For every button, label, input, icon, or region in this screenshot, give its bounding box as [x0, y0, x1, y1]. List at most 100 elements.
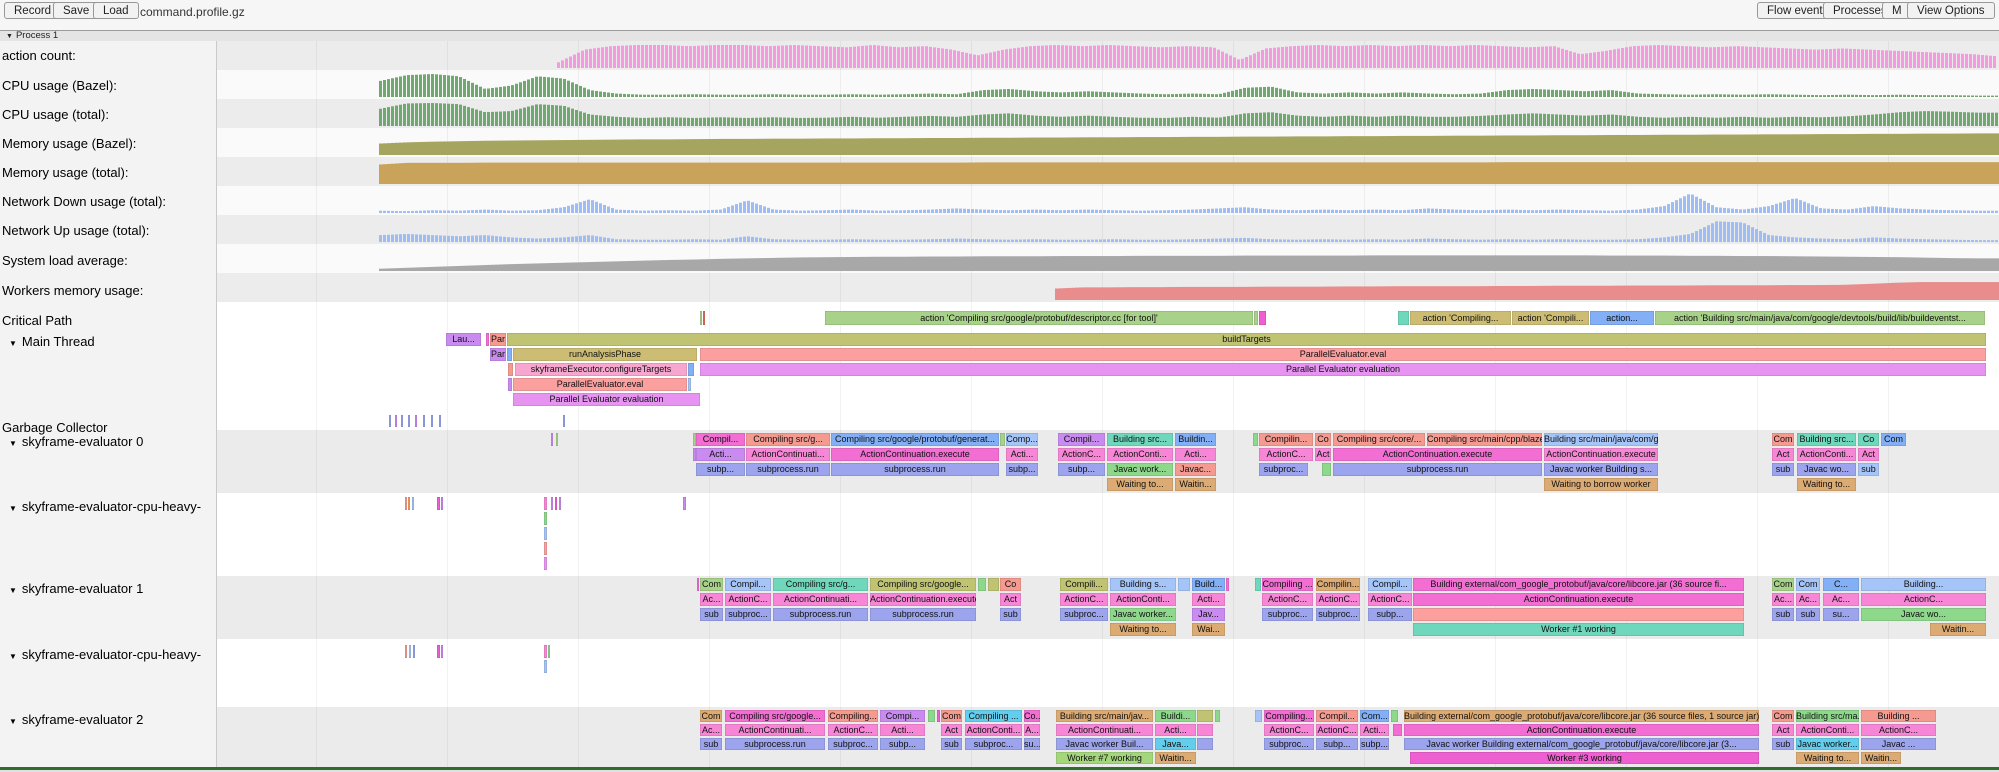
trace-block[interactable]: subproc... [725, 608, 771, 621]
trace-block[interactable]: ParallelEvaluator.eval [700, 348, 1986, 361]
trace-block[interactable]: sub [1772, 738, 1794, 750]
metrics-button[interactable]: M [1882, 2, 1912, 19]
trace-block[interactable] [688, 378, 691, 391]
trace-block[interactable] [555, 497, 557, 510]
trace-block[interactable] [693, 433, 696, 446]
trace-block[interactable]: Waiting to... [1797, 478, 1856, 491]
trace-block[interactable]: ActionC... [1262, 593, 1313, 606]
trace-block[interactable] [408, 497, 410, 510]
trace-block[interactable]: Com [1772, 710, 1794, 722]
trace-block[interactable]: Co [1000, 578, 1021, 591]
trace-block[interactable]: Co [1315, 433, 1331, 446]
trace-block[interactable]: subprocess.run [831, 463, 999, 476]
trace-block[interactable]: ActionC... [1264, 724, 1314, 736]
trace-block[interactable]: ActionContinuati... [1056, 724, 1153, 736]
trace-block[interactable] [559, 497, 561, 510]
trace-block[interactable]: ActionContinuati... [725, 724, 825, 736]
trace-block[interactable]: Waitin... [1930, 623, 1986, 636]
trace-block[interactable]: Compilin... [1259, 433, 1313, 446]
trace-block[interactable] [413, 645, 415, 658]
trace-block[interactable]: ActionC... [725, 593, 771, 606]
trace-block[interactable]: subprocess.run [870, 608, 976, 621]
trace-block[interactable]: Acti... [1175, 448, 1216, 461]
trace-block[interactable]: Worker #7 working [1056, 752, 1153, 764]
counter-chart-memory-usage-bazel[interactable] [217, 128, 1999, 157]
thread-label-skyframe-evaluator-2[interactable]: ▼ skyframe-evaluator 2 [2, 712, 143, 727]
trace-block[interactable]: Com [1796, 578, 1820, 591]
trace-block[interactable]: sub [700, 738, 722, 750]
trace-block[interactable]: sub [941, 738, 962, 750]
trace-block[interactable]: Com [1772, 433, 1794, 446]
trace-block[interactable]: Javac worker... [1110, 608, 1176, 621]
trace-block[interactable]: Acti... [1006, 448, 1038, 461]
thread-label-skyframe-evaluator-0[interactable]: ▼ skyframe-evaluator 0 [2, 434, 143, 449]
trace-block[interactable]: Waiting to... [1796, 752, 1859, 764]
trace-block[interactable]: Compil... [696, 433, 745, 446]
trace-block[interactable]: Par [490, 333, 506, 346]
trace-block[interactable]: Compil... [725, 578, 771, 591]
trace-block[interactable]: subp... [1360, 738, 1389, 750]
trace-block[interactable]: Com... [1360, 710, 1389, 722]
trace-block[interactable]: sub [1772, 608, 1794, 621]
trace-block[interactable] [1226, 578, 1229, 591]
trace-block[interactable]: subproc... [1262, 608, 1313, 621]
trace-block[interactable]: subp... [1368, 608, 1412, 621]
trace-block[interactable] [544, 557, 547, 570]
trace-block[interactable]: Comp... [1006, 433, 1038, 446]
trace-block[interactable]: subprocess.run [1333, 463, 1542, 476]
trace-block[interactable]: Javac worker... [1796, 738, 1859, 750]
trace-block[interactable]: Building external/com_google_protobuf/ja… [1413, 578, 1744, 591]
trace-block[interactable]: Building... [1861, 578, 1986, 591]
trace-block[interactable]: skyframeExecutor.configureTargets [515, 363, 687, 376]
trace-block[interactable]: Co [1858, 433, 1879, 446]
trace-block[interactable] [395, 415, 397, 427]
trace-block[interactable]: Ac... [1796, 593, 1820, 606]
trace-block[interactable] [928, 710, 935, 722]
counter-chart-cpu-usage-total[interactable] [217, 99, 1999, 128]
trace-block[interactable]: Compilin... [1316, 578, 1360, 591]
trace-block[interactable]: Compiling src/google/protobuf/generat... [831, 433, 999, 446]
trace-block[interactable]: ActionConti... [1796, 724, 1859, 736]
trace-block[interactable] [544, 660, 547, 673]
thread-label-skyframe-evaluator-cpu-heavy-1[interactable]: ▼ skyframe-evaluator-cpu-heavy- [2, 499, 201, 514]
trace-block[interactable] [389, 415, 391, 427]
trace-block[interactable]: Building src/ma... [1796, 710, 1859, 722]
trace-block[interactable] [423, 415, 425, 427]
trace-block[interactable]: Javac... [1175, 463, 1216, 476]
trace-block[interactable]: ActionC... [1316, 593, 1360, 606]
trace-block[interactable]: Acti... [1192, 593, 1225, 606]
trace-block[interactable] [1253, 433, 1258, 446]
trace-block[interactable]: Act [1000, 593, 1021, 606]
trace-block[interactable]: buildTargets [507, 333, 1986, 346]
trace-block[interactable]: sub [1858, 463, 1879, 476]
trace-block[interactable] [431, 415, 433, 427]
processes-button[interactable]: Processes [1823, 2, 1897, 19]
thread-label-skyframe-evaluator-1[interactable]: ▼ skyframe-evaluator 1 [2, 581, 143, 596]
trace-block[interactable]: Compiling src/google... [725, 710, 825, 722]
trace-block[interactable]: Building src... [1797, 433, 1856, 446]
trace-block[interactable]: Javac ... [1861, 738, 1936, 750]
trace-block[interactable]: Compil... [1316, 710, 1358, 722]
trace-block[interactable] [1391, 710, 1398, 722]
trace-block[interactable]: Java... [1155, 738, 1196, 750]
trace-block[interactable]: Buildi... [1155, 710, 1196, 722]
trace-block[interactable]: Building external/com_google_protobuf/ja… [1404, 710, 1759, 722]
trace-block[interactable]: subproc... [1316, 608, 1360, 621]
trace-block[interactable]: Ac... [1772, 593, 1794, 606]
trace-block[interactable] [978, 578, 986, 591]
trace-block[interactable]: Building ... [1861, 710, 1936, 722]
trace-block[interactable]: Acti... [1155, 724, 1196, 736]
trace-block[interactable]: ActionConti... [1107, 448, 1173, 461]
trace-block[interactable]: ActionContinuati... [773, 593, 868, 606]
trace-block[interactable]: subproc... [1264, 738, 1314, 750]
trace-block[interactable]: subprocess.run [725, 738, 825, 750]
trace-block[interactable] [551, 433, 553, 446]
trace-block[interactable]: subproc... [1259, 463, 1308, 476]
trace-block[interactable] [441, 497, 443, 510]
counter-chart-network-down-usage-total[interactable] [217, 186, 1999, 215]
trace-block[interactable]: ActionC... [1861, 724, 1936, 736]
trace-block[interactable]: Waiting to... [1107, 478, 1173, 491]
trace-block[interactable] [437, 645, 440, 658]
trace-block[interactable]: subproc... [1060, 608, 1108, 621]
trace-block[interactable]: Parallel Evaluator evaluation [700, 363, 1986, 376]
